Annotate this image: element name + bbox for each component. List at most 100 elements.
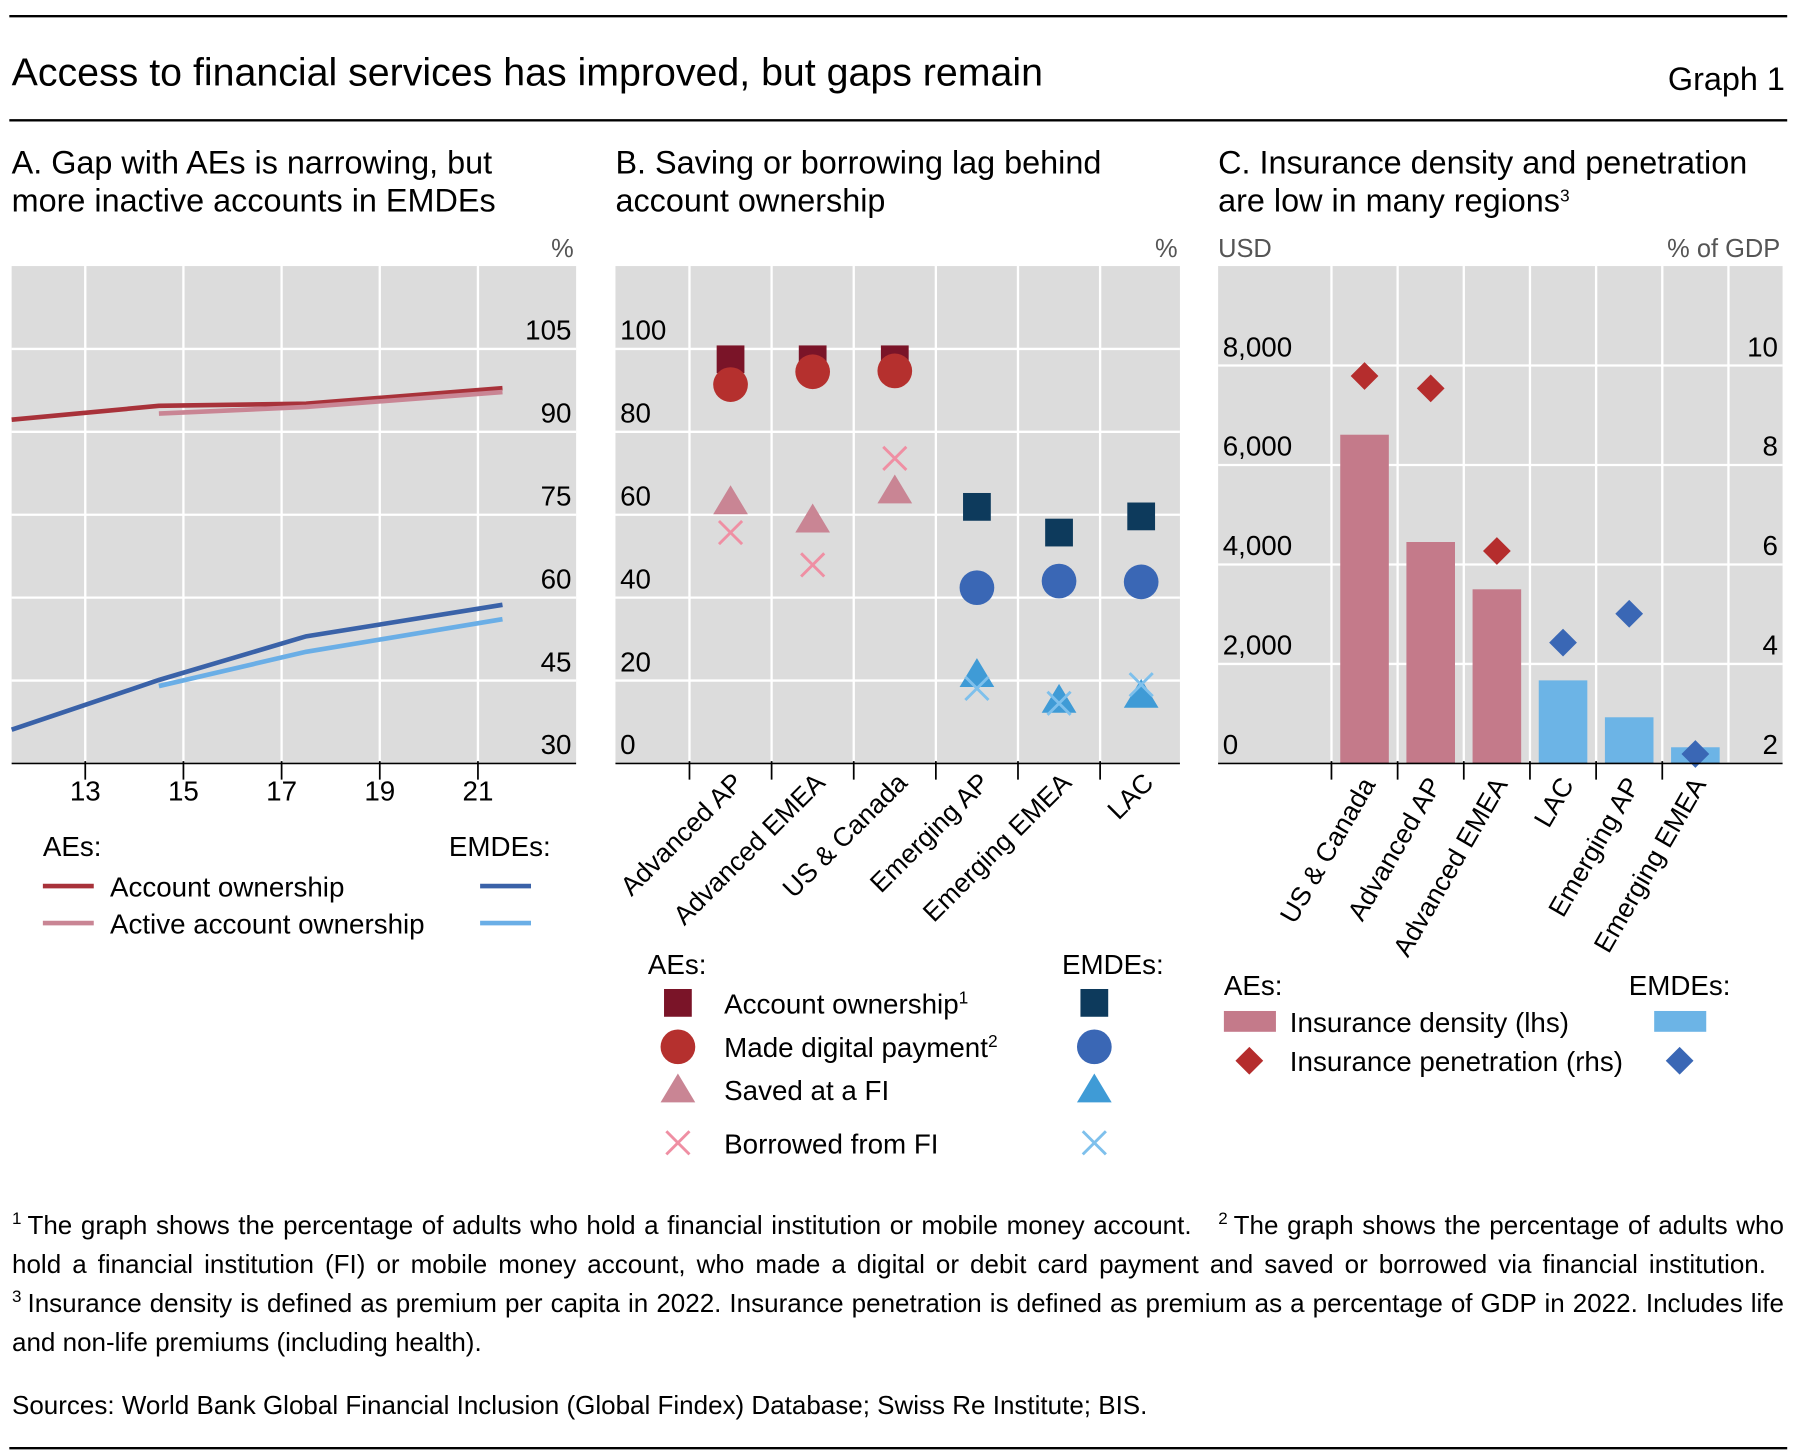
text-part: Insurance density (lhs) xyxy=(1290,1007,1569,1038)
footnote-mark: 2 xyxy=(1218,1209,1228,1228)
marker-square xyxy=(963,492,991,521)
marker-circle xyxy=(1041,563,1077,599)
y-tick-label: 60 xyxy=(541,563,572,594)
marker-circle xyxy=(660,1029,696,1065)
x-tick-label: 17 xyxy=(266,775,297,806)
footnote-text: The graph shows the percentage of adults… xyxy=(27,1210,1192,1240)
marker-diamond xyxy=(1681,740,1710,768)
marker-triangle xyxy=(1076,1073,1112,1103)
x-tick-label: LAC xyxy=(1102,767,1160,825)
legend-group-label: AEs: xyxy=(1224,970,1283,1001)
marker-square xyxy=(664,988,692,1017)
footnote-mark: 3 xyxy=(1560,186,1570,206)
series-line xyxy=(10,602,503,732)
text-part: Active account ownership xyxy=(110,908,425,939)
panel-title: B. Saving or borrowing lag behind xyxy=(615,145,1101,181)
bar xyxy=(1340,434,1389,764)
panel-title: are low in many regions3 xyxy=(1218,183,1570,219)
y2-tick-label: 4 xyxy=(1763,630,1778,661)
x-tick-label: 19 xyxy=(364,775,395,806)
marker-cross xyxy=(665,1130,691,1156)
y-tick-label: 90 xyxy=(541,398,572,429)
y-tick-label: 20 xyxy=(620,646,651,677)
marker-diamond xyxy=(1350,362,1379,390)
y2-tick-label: 8 xyxy=(1763,431,1778,462)
x-tick-label: Advanced EMEA xyxy=(667,767,831,931)
legend-label: Account ownership1 xyxy=(724,987,968,1019)
marker-cross xyxy=(1046,690,1072,716)
y-tick-label: 0 xyxy=(620,729,635,760)
marker-triangle xyxy=(660,1073,696,1103)
y-tick-label: 80 xyxy=(620,398,651,429)
text-part: A. Gap with AEs is narrowing, but xyxy=(12,145,492,181)
y-tick-label: 4,000 xyxy=(1223,530,1292,561)
legend-group-label: EMDEs: xyxy=(1062,949,1164,980)
panel-title: A. Gap with AEs is narrowing, but xyxy=(12,145,492,181)
marker-circle xyxy=(877,353,913,389)
y-unit: % xyxy=(1155,235,1178,263)
marker-diamond xyxy=(1235,1046,1264,1075)
footnote-mark: 3 xyxy=(12,1287,22,1306)
marker-triangle xyxy=(877,474,913,504)
x-tick-label: LAC xyxy=(1528,772,1580,832)
legend-swatch xyxy=(1654,1010,1707,1032)
footnote: 2 The graph shows the percentage of adult… xyxy=(12,1210,1784,1279)
y2-tick-label: 10 xyxy=(1747,331,1778,362)
legend-label: Account ownership xyxy=(110,871,344,902)
panel-title: account ownership xyxy=(615,183,885,219)
footnote-text: Insurance density is defined as premium … xyxy=(12,1288,1784,1357)
marker-cross xyxy=(882,445,908,471)
text-part: Account ownership xyxy=(110,871,344,902)
marker-square xyxy=(1080,988,1109,1017)
marker-square xyxy=(1045,518,1073,547)
legend-swatch xyxy=(1223,1010,1276,1032)
y-tick-label: 75 xyxy=(541,480,572,511)
text-part: B. Saving or borrowing lag behind xyxy=(615,145,1101,181)
graph-label: Graph 1 xyxy=(1668,61,1785,97)
footnote: 3 Insurance density is defined as premium… xyxy=(12,1288,1784,1357)
marker-triangle xyxy=(795,503,831,533)
y-unit: % xyxy=(551,235,574,263)
bar xyxy=(1538,680,1588,764)
marker-cross xyxy=(717,519,744,546)
text-part: Borrowed from FI xyxy=(724,1128,938,1159)
text-part: Insurance penetration (rhs) xyxy=(1290,1046,1623,1077)
marker-circle xyxy=(1076,1029,1112,1065)
legend-label: Insurance density (lhs) xyxy=(1290,1007,1569,1038)
panel-title: more inactive accounts in EMDEs xyxy=(12,183,496,219)
text-part: more inactive accounts in EMDEs xyxy=(12,183,496,219)
y-tick-label: 105 xyxy=(525,315,571,346)
marker-square xyxy=(1127,502,1156,531)
legend-label: Saved at a FI xyxy=(724,1075,889,1106)
marker-cross xyxy=(1081,1130,1107,1156)
bar xyxy=(1406,541,1455,764)
marker-diamond xyxy=(1615,599,1644,628)
text-part: account ownership xyxy=(615,183,885,219)
text-part: Saved at a FI xyxy=(724,1075,889,1106)
text-part: C. Insurance density and penetration xyxy=(1218,145,1747,181)
marker-circle xyxy=(795,354,831,390)
y-tick-label: 0 xyxy=(1223,729,1238,760)
bar xyxy=(1604,717,1654,764)
y-tick-label: 8,000 xyxy=(1223,331,1292,362)
marker-circle xyxy=(1123,564,1159,600)
legend-group-label: AEs: xyxy=(648,949,707,980)
y-tick-label: 2,000 xyxy=(1223,630,1292,661)
y-tick-label: 6,000 xyxy=(1223,431,1292,462)
footnote-mark: 2 xyxy=(988,1031,998,1051)
text-part: are low in many regions xyxy=(1218,183,1560,219)
series-line xyxy=(158,389,503,416)
legend-group-label: AEs: xyxy=(43,831,102,862)
x-tick-label: Emerging EMEA xyxy=(917,767,1077,927)
y-tick-label: 45 xyxy=(541,646,572,677)
marker-diamond xyxy=(1665,1046,1694,1075)
footnotes: 1 The graph shows the percentage of adult… xyxy=(12,1206,1784,1362)
x-tick-label: 21 xyxy=(463,775,494,806)
series-line xyxy=(11,385,503,422)
y-tick-label: 100 xyxy=(620,315,666,346)
y-tick-label: 30 xyxy=(541,729,572,760)
y2-tick-label: 6 xyxy=(1763,530,1778,561)
figure-title: Access to financial services has improve… xyxy=(12,51,1043,95)
